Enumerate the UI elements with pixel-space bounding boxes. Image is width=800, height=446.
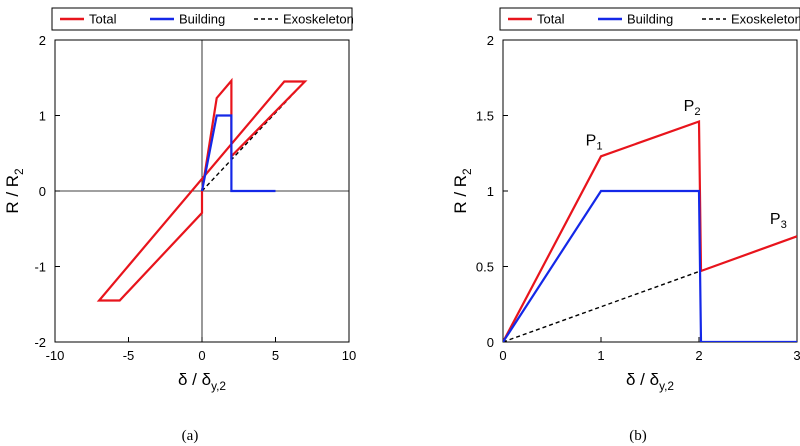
point-label-sub: 3	[781, 219, 787, 231]
legend-label-building: Building	[179, 12, 225, 27]
y-tick-label: 2	[39, 33, 46, 48]
legend: Total Building Exoskeleton	[499, 7, 800, 31]
point-label-sub: 2	[694, 106, 700, 118]
subfigure-caption: (a)	[182, 428, 199, 444]
x-tick-label: -10	[46, 348, 65, 363]
legend-label-exoskeleton: Exoskeleton	[283, 12, 354, 27]
series-line-total	[503, 119, 797, 342]
x-axis-label-main: δ / δ	[626, 370, 659, 389]
y-tick-label: 1	[487, 184, 494, 199]
legend-label-total: Total	[537, 12, 565, 27]
point-label-main: P	[684, 98, 695, 115]
y-tick-label: 0.5	[476, 260, 494, 275]
legend-box	[499, 7, 800, 31]
y-axis-label-main: R / R	[3, 175, 22, 214]
x-tick-label: -5	[123, 348, 135, 363]
point-label-p2: P2	[684, 98, 701, 118]
y-tick-label: 1.5	[476, 109, 494, 124]
y-axis-label-main: R / R	[451, 175, 470, 214]
x-tick-label: 0	[499, 348, 506, 363]
y-tick-label: -1	[34, 260, 46, 275]
point-label-main: P	[770, 211, 781, 228]
x-tick-label: 10	[342, 348, 356, 363]
point-label-sub: 1	[596, 141, 602, 153]
series-line-building	[200, 114, 276, 193]
legend-box	[51, 7, 353, 31]
y-axis-label: R / R2	[451, 168, 474, 214]
y-tick-label: 2	[487, 33, 494, 48]
point-label-main: P	[586, 133, 597, 150]
x-tick-label: 3	[793, 348, 800, 363]
x-axis-label: δ / δy,2	[626, 370, 674, 393]
x-tick-label: 1	[597, 348, 604, 363]
y-axis-label-sub: 2	[460, 168, 474, 175]
subfigure-caption: (b)	[629, 428, 647, 444]
y-axis-label-sub: 2	[12, 168, 26, 175]
y-tick-label: 0	[39, 184, 46, 199]
x-tick-label: 0	[198, 348, 205, 363]
series-line-total	[96, 77, 308, 302]
legend: Total Building Exoskeleton	[51, 7, 354, 31]
y-tick-label: 1	[39, 109, 46, 124]
y-tick-label: 0	[487, 335, 494, 350]
point-label-p3: P3	[770, 211, 787, 231]
x-axis-label-sub: y,2	[211, 379, 226, 393]
x-axis-label-sub: y,2	[659, 379, 674, 393]
point-label-p1: P1	[586, 133, 603, 153]
y-tick-label: -2	[34, 335, 46, 350]
legend-label-exoskeleton: Exoskeleton	[731, 12, 800, 27]
x-axis-label-main: δ / δ	[178, 370, 211, 389]
series-line-building	[503, 189, 797, 342]
x-tick-label: 5	[272, 348, 279, 363]
legend-label-total: Total	[89, 12, 117, 27]
legend-label-building: Building	[627, 12, 673, 27]
y-axis-label: R / R2	[3, 168, 26, 214]
x-axis-label: δ / δy,2	[178, 370, 226, 393]
x-tick-label: 2	[695, 348, 702, 363]
